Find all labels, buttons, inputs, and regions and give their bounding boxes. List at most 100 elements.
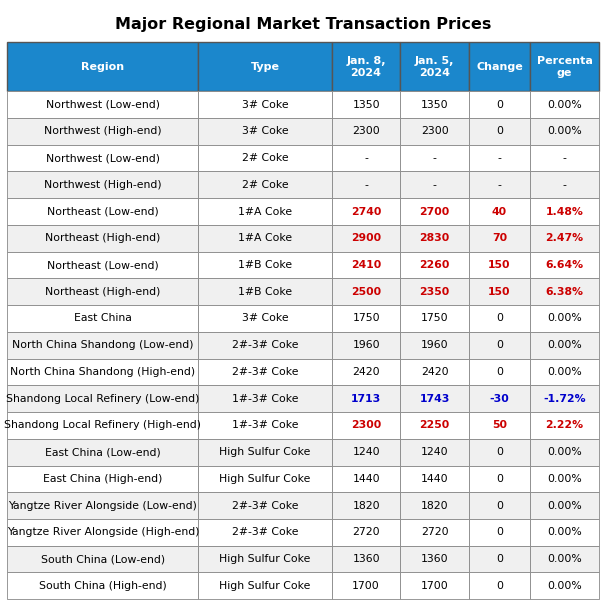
Text: 150: 150 (488, 287, 511, 297)
Bar (332, 305, 401, 332)
Bar (469, 252, 530, 278)
Text: 1750: 1750 (352, 313, 380, 324)
Bar (332, 198, 401, 225)
Bar (7, 332, 198, 359)
Bar (530, 573, 599, 599)
Text: Northeast (High-end): Northeast (High-end) (45, 233, 161, 243)
Text: -: - (433, 180, 436, 190)
Text: 2#-3# Coke: 2#-3# Coke (232, 527, 298, 538)
Bar (332, 412, 401, 439)
Text: 0: 0 (496, 367, 503, 377)
Text: Percenta
ge: Percenta ge (536, 56, 593, 77)
Bar (332, 252, 401, 278)
Bar (469, 359, 530, 385)
Bar (401, 385, 469, 412)
Bar (469, 225, 530, 252)
Bar (198, 385, 332, 412)
Bar (198, 466, 332, 492)
Bar (401, 252, 469, 278)
Bar (530, 278, 599, 305)
Bar (332, 573, 401, 599)
Text: Northeast (High-end): Northeast (High-end) (45, 287, 161, 297)
Bar (469, 145, 530, 172)
Text: 2#-3# Coke: 2#-3# Coke (232, 340, 298, 350)
Bar (401, 198, 469, 225)
Bar (469, 172, 530, 198)
Bar (401, 278, 469, 305)
Text: 2720: 2720 (421, 527, 448, 538)
Bar (198, 118, 332, 145)
Bar (401, 573, 469, 599)
Bar (7, 359, 198, 385)
Text: Yangtze River Alongside (High-end): Yangtze River Alongside (High-end) (7, 527, 199, 538)
Bar (469, 439, 530, 466)
Bar (198, 439, 332, 466)
Bar (530, 91, 599, 118)
Text: 2#-3# Coke: 2#-3# Coke (232, 501, 298, 510)
Text: -: - (364, 153, 368, 163)
Bar (332, 519, 401, 545)
Text: 0.00%: 0.00% (547, 554, 582, 564)
Text: 2900: 2900 (351, 233, 381, 243)
Bar (530, 225, 599, 252)
Bar (401, 412, 469, 439)
Text: 2500: 2500 (351, 287, 381, 297)
Bar (198, 305, 332, 332)
Bar (469, 573, 530, 599)
Bar (332, 359, 401, 385)
Text: South China (Low-end): South China (Low-end) (41, 554, 165, 564)
Text: Jan. 5,
2024: Jan. 5, 2024 (415, 56, 454, 77)
Text: 2# Coke: 2# Coke (242, 153, 288, 163)
Text: 0.00%: 0.00% (547, 313, 582, 324)
Bar (469, 198, 530, 225)
Text: 1713: 1713 (351, 394, 381, 403)
Text: 0: 0 (496, 313, 503, 324)
Text: 0: 0 (496, 126, 503, 137)
Bar (469, 278, 530, 305)
Text: 1#-3# Coke: 1#-3# Coke (232, 420, 298, 431)
Text: 1350: 1350 (421, 100, 448, 110)
Bar (7, 42, 198, 91)
Text: 6.64%: 6.64% (545, 260, 584, 270)
Text: 1240: 1240 (352, 447, 380, 457)
Text: 1#B Coke: 1#B Coke (238, 260, 292, 270)
Text: Jan. 8,
2024: Jan. 8, 2024 (347, 56, 386, 77)
Bar (332, 145, 401, 172)
Text: 1240: 1240 (421, 447, 448, 457)
Bar (332, 545, 401, 573)
Text: 50: 50 (492, 420, 507, 431)
Bar (7, 172, 198, 198)
Text: -: - (498, 153, 502, 163)
Text: 1440: 1440 (421, 474, 448, 484)
Text: 1350: 1350 (352, 100, 380, 110)
Text: 6.38%: 6.38% (545, 287, 584, 297)
Text: 1820: 1820 (421, 501, 448, 510)
Text: 0: 0 (496, 501, 503, 510)
Text: 2420: 2420 (421, 367, 448, 377)
Text: -: - (498, 180, 502, 190)
Text: -: - (364, 180, 368, 190)
Text: 0.00%: 0.00% (547, 447, 582, 457)
Bar (401, 42, 469, 91)
Text: 2350: 2350 (419, 287, 450, 297)
Text: North China Shandong (Low-end): North China Shandong (Low-end) (12, 340, 193, 350)
Text: 0.00%: 0.00% (547, 100, 582, 110)
Text: 0.00%: 0.00% (547, 501, 582, 510)
Bar (198, 573, 332, 599)
Bar (332, 492, 401, 519)
Text: 0: 0 (496, 581, 503, 591)
Bar (7, 466, 198, 492)
Bar (7, 573, 198, 599)
Text: 1820: 1820 (352, 501, 380, 510)
Bar (198, 412, 332, 439)
Text: 1360: 1360 (352, 554, 380, 564)
Text: 2720: 2720 (352, 527, 380, 538)
Text: 0: 0 (496, 340, 503, 350)
Text: 1960: 1960 (421, 340, 448, 350)
Text: High Sulfur Coke: High Sulfur Coke (219, 581, 311, 591)
Text: Region: Region (81, 62, 124, 72)
Text: 3# Coke: 3# Coke (242, 100, 288, 110)
Bar (198, 278, 332, 305)
Text: 1.48%: 1.48% (545, 207, 584, 217)
Bar (401, 545, 469, 573)
